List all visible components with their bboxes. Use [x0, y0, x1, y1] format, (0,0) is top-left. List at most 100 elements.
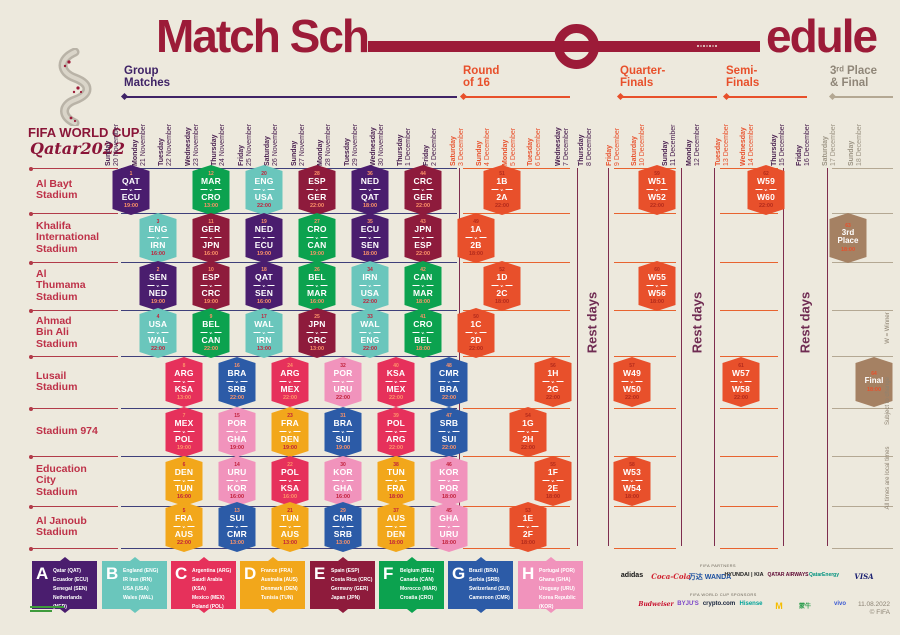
match-badge-57: 57 W49 v. W50 22:00 — [613, 357, 651, 407]
kickoff-time: 16:00 — [176, 493, 192, 500]
home-team: W57 — [731, 368, 751, 379]
legend-tab-bottom-icon — [545, 609, 556, 613]
poster-version: 11.08.2022 © FIFA — [858, 601, 890, 617]
away-team: MEX — [280, 383, 300, 394]
match-number: 36 — [367, 171, 373, 178]
date-value: 11 December — [670, 124, 677, 166]
away-team: KOR — [227, 482, 247, 493]
date-value: 3 December — [458, 127, 465, 166]
match-number: 37 — [393, 508, 399, 515]
home-team: KOR — [439, 467, 459, 478]
home-team: W53 — [622, 467, 642, 478]
date-day: Friday — [423, 144, 430, 166]
row-separator-dot-icon — [29, 211, 33, 216]
date-value: 9 December — [614, 127, 621, 166]
away-team: IRN — [256, 334, 272, 345]
away-team: SEN — [360, 239, 380, 250]
match-number: 47 — [446, 413, 452, 420]
match-badge-35: 35 ECU v. SEN 18:00 — [351, 213, 389, 263]
match-badge-63: 63 3rd Place 18:00 — [829, 213, 867, 263]
date-column-11-december: Sunday 11 December — [662, 48, 679, 166]
away-team: GER — [307, 191, 327, 202]
kickoff-time: 22:00 — [388, 444, 404, 451]
row-separator-line — [832, 456, 893, 458]
versus-divider: v. — [226, 429, 248, 434]
fifa-world-cup-emblem-icon — [58, 48, 92, 126]
versus-divider: v. — [200, 330, 222, 335]
kickoff-time: 18:00 — [362, 202, 378, 209]
match-badge-42: 42 CAN v. MAR 18:00 — [404, 261, 442, 311]
row-separator-line — [832, 548, 893, 550]
date-day: Monday — [317, 139, 324, 166]
row-separator-line — [30, 408, 118, 410]
versus-divider: v. — [200, 283, 222, 288]
versus-divider: v. — [253, 283, 275, 288]
match-badge-54: 54 1G v. 2H 22:00 — [509, 407, 547, 457]
match-number: 50 — [473, 314, 479, 321]
date-column-22-november: Tuesday 22 November — [158, 48, 175, 166]
phase-separator-line — [783, 168, 785, 546]
match-badge-9: 9 BEL v. CAN 22:00 — [192, 308, 230, 358]
home-team: 1C — [470, 319, 482, 330]
versus-divider: v. — [412, 283, 434, 288]
match-number: 54 — [525, 413, 531, 420]
match-badge-2: 2 SEN v. NED 19:00 — [139, 261, 177, 311]
match-number: 29 — [340, 508, 346, 515]
kickoff-time: 13:00 — [309, 345, 325, 352]
versus-divider: v. — [412, 330, 434, 335]
home-team: BRA — [227, 368, 247, 379]
date-value: 12 December — [694, 123, 701, 166]
legend-tab-bottom-icon — [59, 609, 70, 613]
kickoff-time: 19:00 — [150, 298, 166, 305]
kickoff-time: 19:00 — [123, 202, 139, 209]
kickoff-time: 19:00 — [229, 444, 245, 451]
versus-divider: v. — [621, 478, 643, 483]
match-number: 63 — [845, 223, 851, 230]
kickoff-time: 18:00 — [415, 298, 431, 305]
partner-logo-4: HYUNDAI | KIA — [724, 572, 764, 578]
home-team: POL — [280, 467, 300, 478]
match-badge-59: 59 W51 v. W52 22:00 — [638, 165, 676, 215]
date-column-4-december: Sunday 4 December — [476, 48, 493, 166]
legend-tab-bottom-icon — [198, 609, 209, 613]
match-badge-52: 52 1D v. 2C 18:00 — [483, 261, 521, 311]
row-separator-line — [463, 408, 570, 410]
home-team: MEX — [174, 418, 194, 429]
row-separator-line — [463, 168, 570, 170]
date-column-23-november: Wednesday 23 November — [185, 48, 202, 166]
date-day: Monday — [686, 139, 693, 166]
match-number: 10 — [208, 267, 214, 274]
date-day: Sunday — [291, 140, 298, 166]
qatar-2022-wordmark: Qatar2022 — [30, 139, 126, 158]
kickoff-time: 22:00 — [649, 202, 665, 209]
legend-tab-top-icon — [129, 557, 140, 561]
match-badge-55: 55 1F v. 2E 18:00 — [534, 456, 572, 506]
local-times-note: All times are local times — [885, 446, 891, 510]
home-team: QAT — [255, 272, 273, 283]
home-team: SRB — [439, 418, 459, 429]
date-day: Thursday — [397, 134, 404, 166]
match-badge-64: 64 Final 18:00 — [855, 357, 893, 407]
versus-divider: v. — [226, 524, 248, 529]
match-badge-43: 43 JPN v. ESP 22:00 — [404, 213, 442, 263]
home-team: CRO — [307, 224, 327, 235]
phase-separator-line — [681, 168, 683, 546]
away-team: 2B — [470, 239, 482, 250]
versus-divider: v. — [200, 187, 222, 192]
kickoff-time: 19:00 — [309, 250, 325, 257]
kickoff-time: 22:00 — [733, 394, 749, 401]
match-badge-3: 3 ENG v. IRN 16:00 — [139, 213, 177, 263]
match-badge-32: 32 POR v. URU 22:00 — [324, 357, 362, 407]
row-separator-line — [832, 213, 893, 215]
home-team: BEL — [202, 319, 220, 330]
date-day: Wednesday — [185, 127, 192, 166]
kickoff-time: 16:00 — [309, 298, 325, 305]
date-day: Tuesday — [527, 138, 534, 166]
away-team: SUI — [441, 433, 457, 444]
versus-divider: v. — [332, 478, 354, 483]
date-value: 28 November — [325, 123, 332, 166]
versus-divider: v. — [491, 283, 513, 288]
title-decor-dot — [703, 45, 705, 47]
match-number: 23 — [287, 413, 293, 420]
date-column-13-december: Tuesday 13 December — [715, 48, 732, 166]
